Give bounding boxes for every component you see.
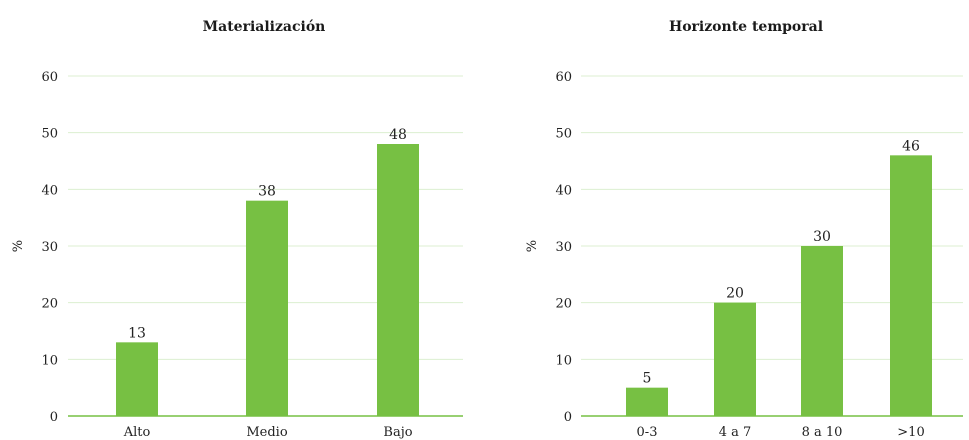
data-label: 48: [389, 127, 407, 143]
y-axis-label: %: [11, 240, 26, 252]
x-tick-label: 8 a 10: [802, 425, 843, 440]
y-tick-label: 0: [564, 410, 572, 425]
x-tick-label: >10: [897, 425, 924, 440]
y-tick-label: 0: [50, 410, 58, 425]
data-label: 20: [726, 286, 744, 302]
x-tick-label: 0-3: [637, 425, 658, 440]
chart-title: Materialización: [203, 19, 326, 35]
bar-2: [714, 302, 756, 416]
y-tick-label: 50: [555, 127, 572, 142]
x-ticks: 0-3 4 a 7 8 a 10 >10: [637, 425, 925, 440]
y-axis-label: %: [525, 240, 540, 252]
y-tick-label: 60: [41, 70, 58, 85]
data-label: 38: [258, 184, 276, 200]
bar-1: [116, 342, 158, 416]
x-tick-label: 4 a 7: [719, 425, 752, 440]
y-tick-label: 20: [555, 297, 572, 312]
x-ticks: Alto Medio Bajo: [123, 425, 413, 440]
data-label: 13: [128, 325, 146, 341]
bar-1: [626, 387, 668, 416]
data-label: 46: [902, 138, 920, 154]
y-tick-label: 30: [555, 240, 572, 255]
y-tick-label: 60: [555, 70, 572, 85]
y-ticks: 0 10 20 30 40 50 60: [555, 70, 572, 425]
bar-3: [801, 246, 843, 416]
chart-horizonte-temporal: Horizonte temporal % 0 10 20 30 40 50 60 5 20 30…: [525, 19, 963, 440]
y-tick-label: 40: [41, 183, 58, 198]
data-label: 5: [643, 371, 652, 387]
data-label: 30: [813, 229, 831, 245]
data-labels: 13 38 48: [128, 127, 407, 341]
bar-2: [246, 200, 288, 416]
y-tick-label: 10: [555, 353, 572, 368]
bar-3: [377, 144, 419, 416]
y-tick-label: 40: [555, 183, 572, 198]
chart-materializacion: Materialización % 0 10 20 30 40 50 60 13 38 48 A…: [11, 19, 463, 440]
bar-4: [890, 155, 932, 417]
y-tick-label: 10: [41, 353, 58, 368]
data-labels: 5 20 30 46: [643, 138, 920, 386]
y-tick-label: 50: [41, 127, 58, 142]
y-tick-label: 20: [41, 297, 58, 312]
chart-title: Horizonte temporal: [669, 19, 823, 35]
x-tick-label: Alto: [123, 425, 151, 440]
bars: [626, 155, 932, 417]
y-tick-label: 30: [41, 240, 58, 255]
bars: [116, 144, 419, 416]
x-tick-label: Medio: [246, 425, 287, 440]
x-tick-label: Bajo: [383, 425, 412, 440]
y-ticks: 0 10 20 30 40 50 60: [41, 70, 58, 425]
